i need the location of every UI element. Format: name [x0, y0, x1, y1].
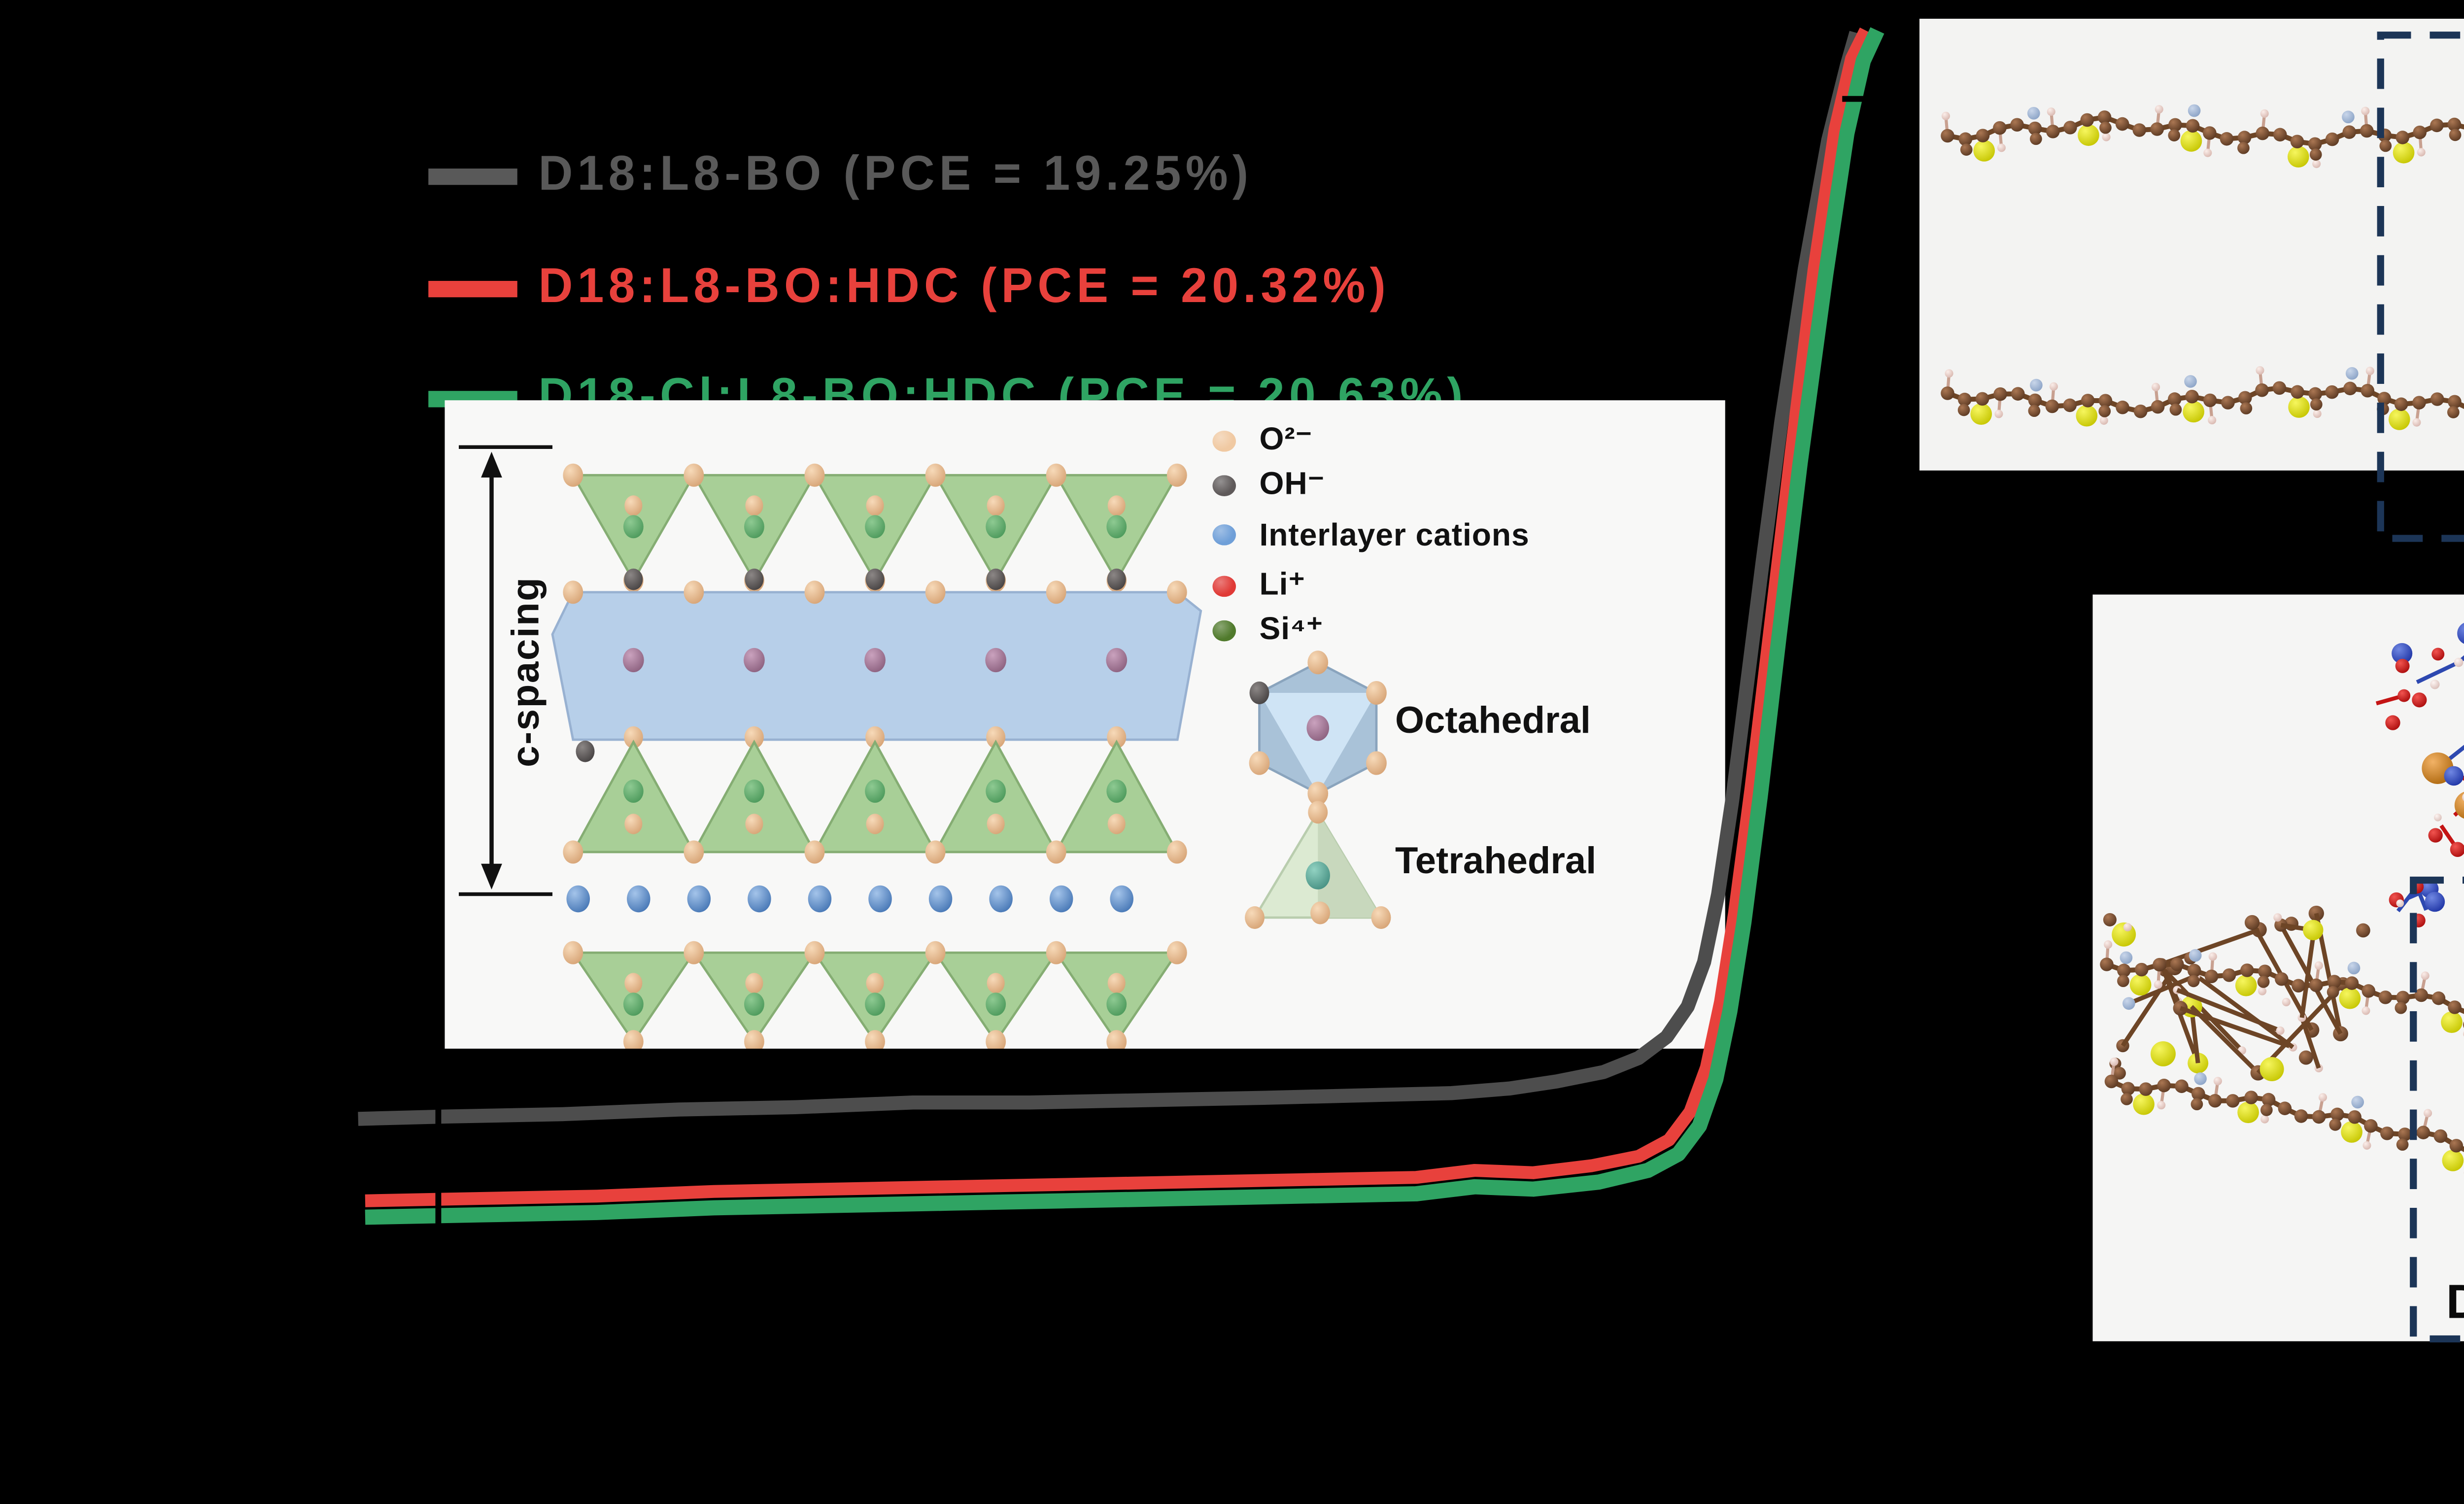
legend-label: D18:L8-BO:HDC (PCE = 20.32%): [538, 260, 1391, 314]
molecular-panel-before: [1919, 19, 2464, 471]
d18-hdc-molecules-after: [2100, 622, 2464, 1174]
inset-legend-item-oxygen-ion: O²⁻: [1212, 419, 1313, 461]
tetrahedral-label: Tetrahedral: [1395, 843, 1597, 883]
inset-legend-item-lithium-ion: Li⁺: [1212, 564, 1306, 607]
inset-legend-label: O²⁻: [1259, 421, 1313, 457]
legend-label: D18:L8-BO (PCE = 19.25%): [538, 147, 1253, 202]
inset-legend-item-interlayer-cation: Interlayer cations: [1212, 513, 1530, 555]
d18-molecules-before: [1941, 104, 2464, 430]
inset-legend-label: Si⁴⁺: [1259, 611, 1324, 646]
inset-legend-item-hydroxide-ion: OH⁻: [1212, 464, 1325, 506]
inset-legend-item-silicon-ion: Si⁴⁺: [1212, 609, 1324, 651]
jv-legend: D18:L8-BO (PCE = 19.25%) D18:L8-BO:HDC (P…: [0, 0, 1849, 468]
jv-legend-item-1: D18:L8-BO:HDC (PCE = 20.32%): [428, 260, 1416, 316]
h-aggregation-caption: D18 H-aggregation: [2446, 1276, 2464, 1332]
silicon-ion-icon: [1212, 619, 1236, 641]
oxygen-ion-icon: [1212, 429, 1236, 451]
jv-legend-item-0: D18:L8-BO (PCE = 19.25%): [428, 147, 1275, 204]
legend-line-swatch: [428, 279, 517, 296]
octahedral-label: Octahedral: [1395, 702, 1591, 742]
inset-legend-label: Li⁺: [1259, 566, 1306, 602]
lithium-ion-icon: [1212, 575, 1236, 596]
hydroxide-ion-icon: [1212, 474, 1236, 495]
inset-legend-label: Interlayer cations: [1259, 516, 1530, 551]
legend-line-swatch: [428, 167, 517, 184]
molecular-panel-after: [2092, 594, 2464, 1341]
clay-structure-inset: c-spacing O²⁻ OH⁻ Interlayer cations Li⁺ Si⁴…: [445, 400, 1725, 1049]
interlayer-cation-icon: [1212, 523, 1236, 545]
c-spacing-label: c-spacing: [506, 576, 548, 767]
inset-legend-label: OH⁻: [1259, 466, 1325, 501]
